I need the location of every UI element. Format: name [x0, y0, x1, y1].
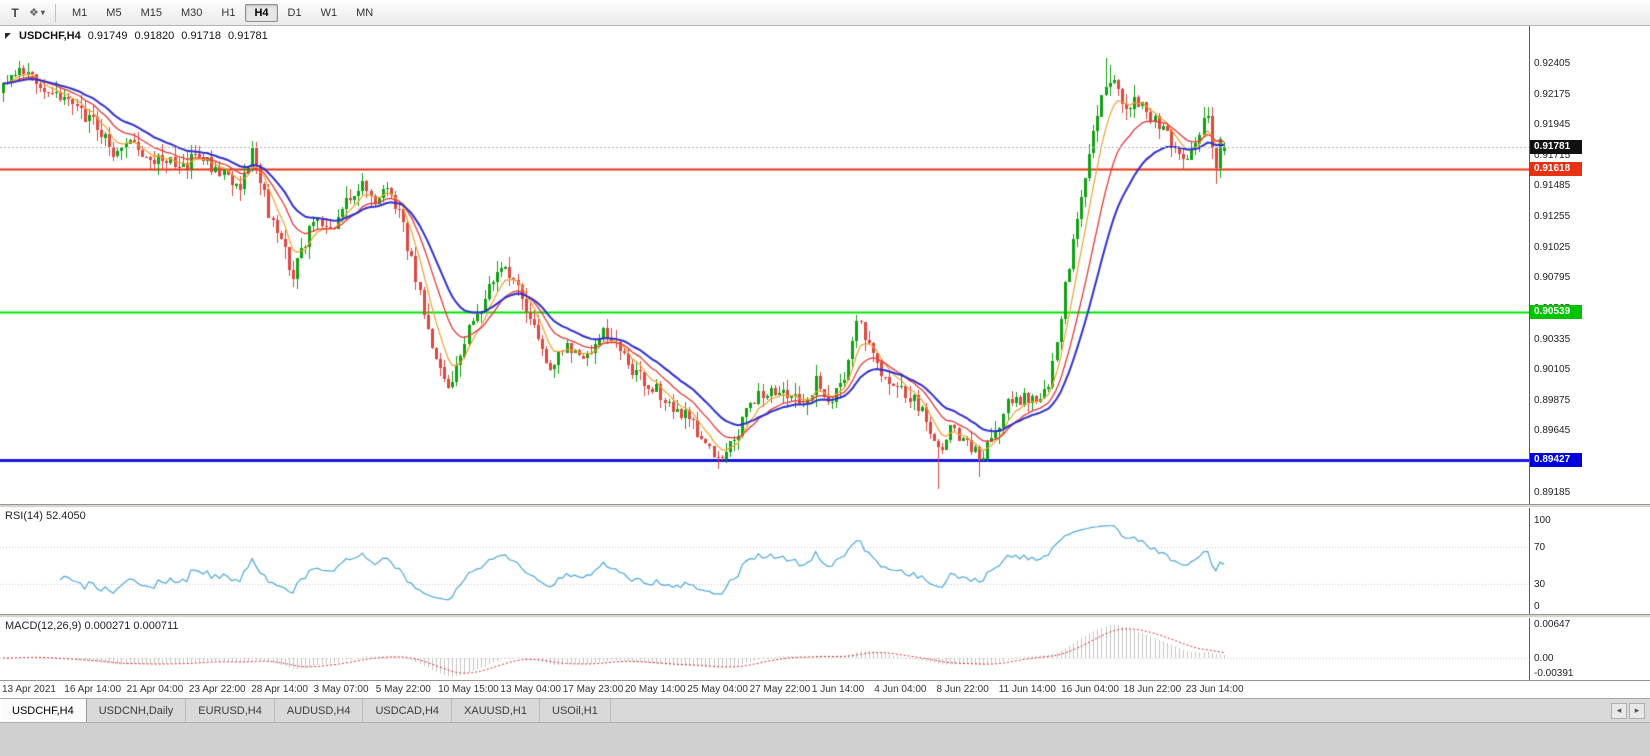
time-axis: 13 Apr 2021 16 Apr 14:00 21 Apr 04:00 23 Ap… — [0, 680, 1650, 698]
panel-separator-rsi[interactable] — [0, 504, 1650, 508]
macd-axis: 0.00647 0.00 -0.00391 — [1529, 618, 1650, 680]
price-badge-support-line: 0.89427 — [1530, 453, 1582, 468]
shapes-tool-button[interactable]: ❖ ▾ — [26, 3, 48, 23]
rsi-axis-label: 30 — [1534, 578, 1546, 590]
panel-separator-macd[interactable] — [0, 614, 1650, 618]
price-axis-label: 0.90335 — [1534, 333, 1571, 345]
price-badge-current-price: 0.91781 — [1530, 140, 1582, 155]
time-axis-label: 10 May 15:00 — [438, 684, 499, 695]
shapes-icon: ❖ — [29, 7, 39, 19]
price-axis-label: 0.90105 — [1534, 364, 1571, 376]
rsi-axis: 100 70 30 0 — [1529, 508, 1650, 614]
price-axis-label: 0.92175 — [1534, 88, 1571, 100]
timeframe-h1[interactable]: H1 — [221, 6, 236, 19]
price-axis-label: 0.90795 — [1534, 272, 1571, 284]
tab-usdcad-h4[interactable]: USDCAD,H4 — [363, 699, 453, 722]
tab-usdchf-h4[interactable]: USDCHF,H4 — [0, 699, 87, 722]
tab-scroll-left-button[interactable]: ◂ — [1611, 702, 1627, 719]
ohlc-header: USDCHF,H4 0.91749 0.91820 0.91718 0.9178… — [5, 30, 268, 42]
time-axis-label: 18 Jun 22:00 — [1123, 684, 1182, 695]
toolbar: T ❖ ▾ M1 M5 M15 M30 H1 H4 D1 W1 MN — [0, 0, 1650, 26]
price-axis: 0.92405 0.92175 0.91945 0.91715 0.91485 0.912… — [1529, 26, 1650, 504]
time-axis-label: 8 Jun 22:00 — [936, 684, 989, 695]
price-plot[interactable]: USDCHF,H4 0.91749 0.91820 0.91718 0.9178… — [0, 26, 1529, 504]
tab-audusd-h4[interactable]: AUDUSD,H4 — [275, 699, 364, 722]
status-bar — [0, 722, 1650, 756]
price-badge-resistance-line: 0.91618 — [1530, 161, 1582, 176]
timeframe-m15[interactable]: M15 — [140, 6, 162, 19]
rsi-axis-label: 70 — [1534, 542, 1546, 554]
macd-axis-label: 0.00647 — [1534, 619, 1571, 630]
time-axis-label: 20 May 14:00 — [625, 684, 686, 695]
symbol-label: USDCHF,H4 — [19, 30, 81, 42]
macd-panel: MACD(12,26,9) 0.000271 0.000711 0.00647 0… — [0, 618, 1650, 680]
chart-tab-bar: USDCHF,H4 USDCNH,Daily EURUSD,H4 AUDUSD,H4 U… — [0, 698, 1650, 722]
price-axis-label: 0.89185 — [1534, 486, 1571, 498]
macd-plot[interactable]: MACD(12,26,9) 0.000271 0.000711 — [0, 618, 1529, 680]
timeframe-m5[interactable]: M5 — [106, 6, 122, 19]
low-value: 0.91718 — [181, 30, 222, 42]
high-value: 0.91820 — [134, 30, 175, 42]
price-canvas[interactable] — [0, 26, 1529, 504]
time-axis-label: 16 Apr 14:00 — [64, 684, 122, 695]
time-axis-label: 13 Apr 2021 — [2, 684, 56, 695]
rsi-panel: RSI(14) 52.4050 100 70 30 0 — [0, 508, 1650, 614]
toolbar-separator — [55, 3, 56, 22]
time-axis-label: 5 May 22:00 — [375, 684, 431, 695]
time-axis-label: 25 May 04:00 — [687, 684, 748, 695]
macd-canvas[interactable] — [0, 618, 1529, 680]
price-axis-label: 0.92405 — [1534, 57, 1571, 69]
tab-usoil-h1[interactable]: USOil,H1 — [540, 699, 611, 722]
price-axis-label: 0.89875 — [1534, 394, 1571, 406]
timeframe-m30[interactable]: M30 — [180, 6, 203, 19]
rsi-axis-label: 0 — [1534, 601, 1540, 612]
rsi-label: RSI(14) 52.4050 — [5, 510, 86, 522]
time-axis-label: 27 May 22:00 — [749, 684, 811, 695]
time-axis-label: 21 Apr 04:00 — [126, 684, 184, 695]
time-axis-label: 1 Jun 14:00 — [811, 684, 865, 695]
timeframe-d1[interactable]: D1 — [287, 6, 302, 19]
price-axis-label: 0.91715 — [1534, 149, 1571, 161]
timeframe-m1[interactable]: M1 — [72, 6, 88, 19]
price-axis-label: 0.89645 — [1534, 425, 1571, 437]
tab-scroll-right-button[interactable]: ▸ — [1629, 702, 1645, 719]
time-axis-label: 13 May 04:00 — [500, 684, 561, 695]
rsi-canvas[interactable] — [0, 508, 1529, 614]
time-axis-label: 23 Jun 14:00 — [1185, 684, 1244, 695]
price-axis-label: 0.91025 — [1534, 241, 1571, 253]
macd-axis-label: 0.00 — [1534, 653, 1554, 664]
price-axis-label: 0.91255 — [1534, 211, 1571, 223]
tab-usdcnh-daily[interactable]: USDCNH,Daily — [87, 699, 187, 722]
timeframe-buttons: M1 M5 M15 M30 H1 H4 D1 W1 MN — [63, 3, 383, 22]
rsi-plot[interactable]: RSI(14) 52.4050 — [0, 508, 1529, 614]
time-axis-label: 3 May 07:00 — [313, 684, 369, 695]
rsi-axis-label: 100 — [1534, 515, 1551, 526]
open-value: 0.91749 — [87, 30, 128, 42]
dropdown-caret-icon: ▾ — [40, 8, 45, 17]
time-axis-label: 23 Apr 22:00 — [188, 684, 246, 695]
tab-eurusd-h4[interactable]: EURUSD,H4 — [186, 699, 275, 722]
timeframe-w1[interactable]: W1 — [320, 6, 338, 19]
macd-axis-label: -0.00391 — [1534, 668, 1574, 679]
macd-label: MACD(12,26,9) 0.000271 0.000711 — [5, 620, 179, 632]
time-axis-label: 16 Jun 04:00 — [1061, 684, 1119, 695]
time-axis-label: 17 May 23:00 — [562, 684, 624, 695]
tab-scroll-controls: ◂ ▸ — [1611, 699, 1650, 722]
tab-xauusd-h1[interactable]: XAUUSD,H1 — [452, 699, 540, 722]
price-badge-mid-line: 0.90539 — [1530, 305, 1582, 320]
close-value: 0.91781 — [228, 30, 268, 42]
time-axis-label: 11 Jun 14:00 — [998, 684, 1056, 695]
time-axis-label: 28 Apr 14:00 — [251, 684, 308, 695]
price-chart-panel: USDCHF,H4 0.91749 0.91820 0.91718 0.9178… — [0, 26, 1650, 504]
timeframe-h4[interactable]: H4 — [245, 3, 278, 22]
price-axis-label: 0.91945 — [1534, 119, 1571, 131]
text-tool-button[interactable]: T — [11, 5, 19, 20]
timeframe-mn[interactable]: MN — [356, 6, 374, 19]
price-axis-label: 0.91485 — [1534, 180, 1571, 192]
symbol-marker-icon — [5, 33, 11, 39]
time-axis-label: 4 Jun 04:00 — [874, 684, 927, 695]
chart-tabs: USDCHF,H4 USDCNH,Daily EURUSD,H4 AUDUSD,H4 U… — [0, 699, 611, 722]
